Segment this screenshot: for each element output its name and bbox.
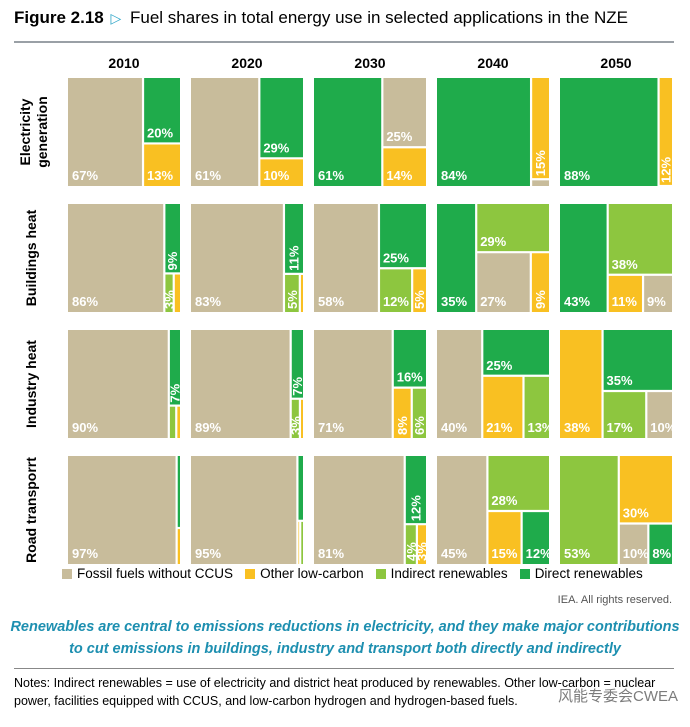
cell-2-2020-direct-label: 7% [290,376,305,395]
cell-2-2040-indirect-label: 13% [527,420,553,435]
cell-2-2040-other-label: 21% [486,420,512,435]
cell-1-2030-indirect-label: 12% [383,294,409,309]
legend-label-other: Other low-carbon [260,566,364,581]
row-label-2-0: Industry heat [23,340,39,428]
cell-2-2010-indirect [169,406,176,438]
legend-swatch-other [245,569,255,579]
cell-1-2020-fossil-label: 83% [195,294,221,309]
cell-3-2050-indirect-label: 53% [564,546,590,561]
figure-title: Figure 2.18 ▷ Fuel shares in total energ… [14,8,628,28]
cell-1-2050-fossil-label: 9% [647,294,666,309]
cell-0-2030-other-label: 14% [386,168,412,183]
cell-1-2040-other-label: 9% [533,290,548,309]
cell-3-2050-fossil-label: 10% [623,546,649,561]
cell-2-2050-direct-label: 35% [607,373,633,388]
legend: Fossil fuels without CCUS Other low-carb… [62,566,655,581]
treemap-chart: 2010 2020 2030 2040 2050 Electricity generatio… [0,44,690,566]
row-label-0-1: generation [34,96,50,168]
cell-3-2010-fossil-label: 97% [72,546,98,561]
legend-item-indirect: Indirect renewables [376,566,508,581]
legend-swatch-fossil [62,569,72,579]
cell-3-2040-other-label: 15% [491,546,517,561]
cell-0-2030-direct-label: 61% [318,168,344,183]
cell-1-2010-fossil-label: 86% [72,294,98,309]
cell-1-2030-direct-label: 25% [383,250,409,265]
row-label-0-0: Electricity [17,98,33,165]
row-label-1-0: Buildings heat [23,209,39,306]
cell-0-2040-direct-label: 84% [441,168,467,183]
figure-title-text: Fuel shares in total energy use in selec… [130,8,628,27]
cell-2-2030-other-label: 8% [395,416,410,435]
cell-1-2030-other-label: 5% [412,290,427,309]
cell-2-2010-fossil-label: 90% [72,420,98,435]
legend-item-direct: Direct renewables [520,566,643,581]
legend-item-other: Other low-carbon [245,566,364,581]
year-header-2050: 2050 [600,55,631,71]
cell-1-2020-direct-label: 11% [286,245,301,271]
notes-divider [14,668,674,669]
cell-0-2010-other-label: 13% [147,168,173,183]
cell-0-2020-fossil-label: 61% [195,168,221,183]
cell-1-2050-indirect-label: 38% [612,257,638,272]
legend-label-direct: Direct renewables [535,566,643,581]
cell-3-2020-fossil-label: 95% [195,546,221,561]
cell-2-2040-fossil-label: 40% [441,420,467,435]
cell-2-2040-direct-label: 25% [486,358,512,373]
cell-3-2040-indirect-label: 28% [491,493,517,508]
cell-2-2030-indirect-label: 6% [412,416,427,435]
year-header-2030: 2030 [354,55,385,71]
cell-1-2010-direct-label: 9% [165,251,180,270]
legend-label-fossil: Fossil fuels without CCUS [77,566,233,581]
cell-2-2050-other-label: 38% [564,420,590,435]
cell-3-2040-fossil-label: 45% [441,546,467,561]
cell-1-2040-indirect-label: 29% [480,234,506,249]
cell-3-2030-direct-label: 12% [408,495,423,521]
year-header-2010: 2010 [108,55,139,71]
source-credit: IEA. All rights reserved. [558,594,672,606]
cell-3-2040-direct-label: 12% [526,546,552,561]
cell-0-2030-fossil-label: 25% [386,129,412,144]
cell-2-2050-indirect-label: 17% [607,420,633,435]
cell-1-2050-direct-label: 43% [564,294,590,309]
cell-3-2050-other-label: 30% [623,506,649,521]
cell-1-2040-fossil-label: 27% [480,294,506,309]
cell-2-2030-direct-label: 16% [397,370,423,385]
cell-0-2020-other-label: 10% [263,168,289,183]
cell-3-2030-fossil-label: 81% [318,546,344,561]
cell-1-2040-direct-label: 35% [441,294,467,309]
cell-1-2050-other-label: 11% [612,294,638,309]
play-arrow-icon: ▷ [111,10,122,26]
legend-swatch-direct [520,569,530,579]
title-divider [14,41,674,43]
cell-2-2030-fossil-label: 71% [318,420,344,435]
watermark: 风能专委会CWEA [558,685,678,706]
legend-label-indirect: Indirect renewables [391,566,508,581]
figure-number: Figure 2.18 [14,8,104,27]
cell-1-2030-fossil-label: 58% [318,294,344,309]
year-header-2040: 2040 [477,55,508,71]
cell-2-2020-fossil-label: 89% [195,420,221,435]
cell-0-2010-fossil-label: 67% [72,168,98,183]
legend-item-fossil: Fossil fuels without CCUS [62,566,233,581]
cell-0-2020-direct-label: 29% [263,140,289,155]
legend-swatch-indirect [376,569,386,579]
cell-0-2050-direct-label: 88% [564,168,590,183]
cell-0-2050-other-label: 12% [658,157,673,183]
cell-0-2010-direct-label: 20% [147,125,173,140]
year-header-2020: 2020 [231,55,262,71]
row-label-3-0: Road transporrt [23,457,39,563]
cell-1-2020-indirect-label: 5% [285,290,300,309]
cell-3-2050-direct-label: 8% [652,546,671,561]
cell-2-2050-fossil-label: 10% [650,420,676,435]
cell-0-2040-other-label: 15% [533,150,548,176]
figure-caption: Renewables are central to emissions redu… [10,616,680,660]
